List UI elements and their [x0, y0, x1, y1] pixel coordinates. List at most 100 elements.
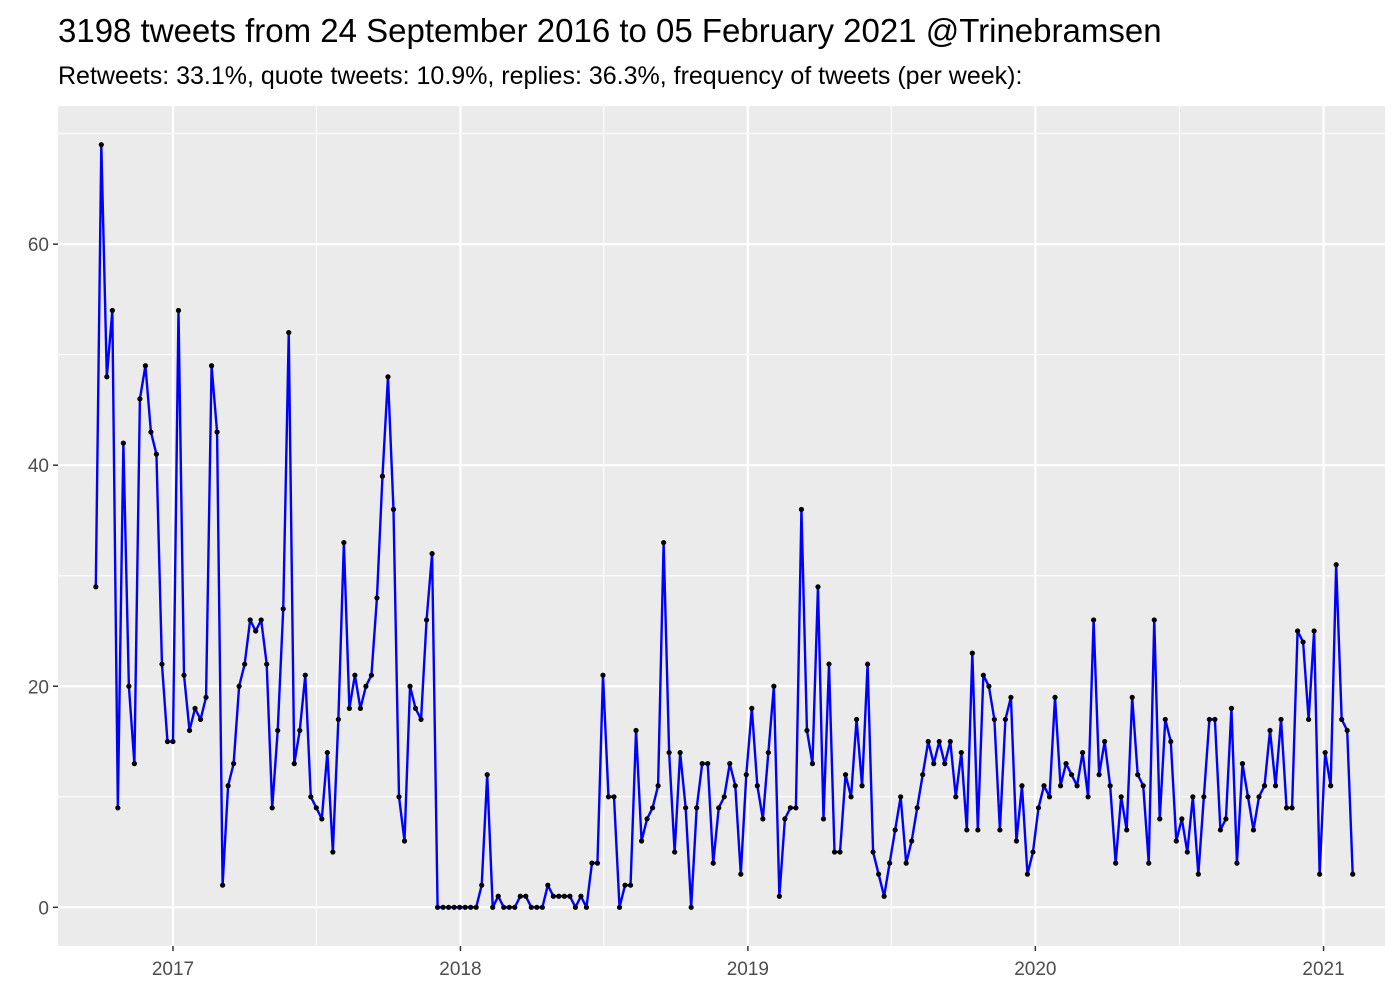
data-point	[1239, 761, 1246, 767]
data-point	[1201, 794, 1207, 800]
data-point	[589, 860, 595, 866]
data-point	[170, 738, 176, 745]
data-point	[870, 849, 876, 855]
data-point	[1328, 783, 1334, 789]
data-point	[247, 617, 253, 623]
data-point	[363, 683, 369, 689]
data-point	[269, 805, 275, 811]
data-point	[236, 683, 242, 689]
data-point	[446, 904, 452, 910]
data-point	[848, 794, 854, 800]
data-point	[197, 716, 204, 723]
x-tick-label: 2018	[439, 959, 481, 980]
data-point	[137, 396, 143, 402]
data-point	[324, 749, 330, 756]
data-point	[1333, 562, 1339, 568]
data-point	[694, 805, 700, 811]
data-point	[798, 506, 805, 513]
data-point	[385, 374, 391, 380]
data-point	[457, 904, 463, 910]
data-point	[308, 794, 314, 800]
data-point	[649, 805, 656, 811]
data-point	[1024, 871, 1031, 877]
data-point	[1096, 772, 1102, 778]
data-point	[760, 816, 766, 822]
data-point	[418, 716, 424, 723]
data-point	[627, 882, 634, 888]
data-point	[104, 374, 110, 380]
data-point	[297, 727, 303, 734]
data-point	[1206, 716, 1212, 723]
data-point	[683, 805, 689, 811]
data-point	[1168, 738, 1174, 745]
data-point	[550, 893, 556, 899]
data-point	[898, 794, 904, 800]
data-point	[192, 705, 198, 711]
data-point	[1223, 816, 1229, 822]
data-point	[1267, 727, 1273, 734]
data-point	[661, 539, 667, 546]
data-point	[743, 772, 749, 778]
data-point	[556, 893, 562, 899]
axis-ticks	[53, 243, 1325, 951]
data-point	[1140, 783, 1146, 789]
data-point	[253, 628, 259, 634]
data-point	[1289, 805, 1295, 811]
data-point	[732, 783, 738, 789]
data-point	[594, 860, 601, 866]
data-point	[1008, 694, 1014, 700]
minor-gridlines	[58, 106, 1385, 946]
data-point	[997, 827, 1003, 833]
data-point	[313, 805, 319, 811]
data-point	[407, 683, 413, 689]
data-point	[98, 142, 104, 148]
y-tick-label: 20	[28, 677, 49, 698]
data-point	[738, 871, 744, 877]
data-point	[1245, 794, 1251, 800]
data-point	[1113, 860, 1119, 866]
data-point	[1135, 772, 1141, 778]
data-point	[809, 761, 816, 767]
data-point	[242, 661, 248, 667]
data-point	[677, 749, 683, 756]
data-point	[605, 794, 612, 800]
data-point	[1074, 783, 1080, 789]
data-point	[754, 783, 760, 789]
data-point	[914, 805, 920, 811]
data-point	[528, 904, 534, 910]
x-tick-label: 2020	[1014, 959, 1056, 980]
data-point	[721, 794, 727, 800]
data-point	[958, 749, 964, 756]
data-point	[699, 761, 705, 767]
data-point	[688, 904, 694, 910]
data-point	[705, 761, 711, 767]
data-point	[1085, 794, 1091, 800]
data-point	[1190, 794, 1196, 800]
x-tick-label: 2017	[152, 959, 194, 980]
data-point	[1234, 860, 1240, 866]
data-point	[793, 805, 799, 811]
x-tick-label: 2021	[1302, 959, 1344, 980]
data-point	[633, 727, 639, 734]
plot-panel	[58, 106, 1385, 946]
data-point	[1129, 694, 1135, 700]
data-point	[765, 749, 771, 756]
data-point	[120, 440, 126, 446]
data-point	[142, 363, 149, 369]
data-point	[864, 661, 871, 667]
data-point	[275, 727, 281, 734]
data-point	[1350, 871, 1356, 877]
data-point	[1091, 617, 1097, 623]
data-point	[969, 650, 975, 656]
data-point	[390, 506, 397, 513]
data-point	[842, 772, 849, 778]
data-point	[159, 661, 165, 667]
data-point	[495, 893, 501, 899]
data-point	[423, 617, 430, 623]
data-point	[468, 904, 474, 910]
data-point	[429, 551, 435, 557]
data-point	[335, 716, 341, 723]
data-point	[1250, 827, 1257, 833]
data-point	[876, 871, 882, 877]
data-point	[534, 904, 540, 910]
